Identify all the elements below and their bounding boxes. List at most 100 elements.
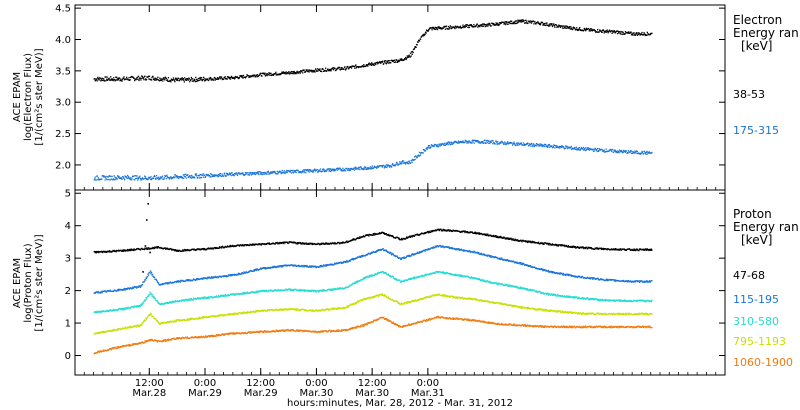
proton-point [222,295,225,297]
proton-point [207,297,209,299]
proton-point [428,230,430,232]
electron-point [350,67,353,69]
proton-point [362,236,364,238]
electron-point [203,76,205,78]
electron-point [271,171,273,173]
proton-point [358,237,361,239]
proton-point [474,232,476,235]
proton-point [128,249,130,252]
electron-point [173,176,175,178]
electron-point [516,143,518,145]
proton-point [186,298,188,301]
electron-point [612,151,615,153]
proton-point [309,265,311,267]
electron-point [240,75,242,77]
electron-point [408,160,410,162]
electron-point [529,143,532,145]
proton-point [95,252,97,254]
electron-point [489,140,491,142]
proton-point [113,310,115,312]
proton-point [309,243,311,245]
electron-point [355,64,357,66]
proton-point [508,238,510,240]
electron-point [281,71,283,73]
electron-point [207,174,209,177]
electron-point [274,171,276,173]
electron-point [238,172,240,174]
proton-point [638,280,640,282]
electron-point [494,143,496,145]
electron-point [499,22,501,24]
proton-point [535,267,538,269]
electron-point [636,152,638,155]
electron-point [549,146,551,148]
electron-point [381,166,383,168]
proton-point [122,249,124,251]
proton-point [197,278,199,280]
proton-point [352,238,354,240]
electron-point [495,23,497,26]
electron-point [505,24,507,26]
electron-point [427,145,430,147]
electron-point [236,174,239,176]
electron-point [583,148,585,150]
electron-point [181,77,183,79]
electron-point [357,168,360,170]
proton-point [498,257,500,260]
electron-point [249,173,251,175]
proton-point [529,265,532,267]
electron-point [470,141,472,143]
proton-point [198,298,200,300]
electron-point [275,74,277,76]
proton-point [443,247,446,249]
electron-point [585,30,587,32]
electron-point [357,66,360,69]
proton-point [94,292,96,294]
proton-point [554,243,557,245]
electron-point [111,78,113,80]
electron-point [466,24,468,26]
proton-point [401,257,403,259]
electron-point [419,38,422,40]
electron-point [255,74,257,76]
proton-point [588,277,590,279]
electron-point [305,71,307,73]
electron-point [639,34,642,36]
proton-point [650,248,652,250]
electron-point [425,147,428,149]
electron-ytick-label: 4.5 [55,4,71,15]
proton-point [374,233,376,235]
electron-point [365,168,368,170]
proton-point [643,249,645,251]
proton-point [334,262,336,264]
electron-point [326,170,328,172]
electron-point [178,77,180,80]
electron-point [546,22,548,24]
electron-point [383,61,385,63]
electron-point [102,175,104,177]
proton-point [146,248,149,250]
proton-point [138,304,141,307]
electron-point [635,150,638,152]
proton-point [320,266,322,268]
electron-point [371,166,373,169]
electron-point [651,151,653,154]
proton-point [473,250,475,253]
electron-point [336,169,339,171]
electron-point [120,79,122,81]
electron-point [464,141,466,143]
proton-point [204,296,206,298]
proton-point [126,250,128,252]
electron-point [627,152,629,154]
electron-point [568,26,570,28]
electron-point [126,177,128,179]
electron-point [448,143,450,145]
electron-point [583,149,585,151]
electron-point [422,152,424,154]
electron-point [113,77,115,79]
electron-point [239,173,242,175]
electron-point [238,76,241,79]
proton-point [499,236,501,239]
electron-point [582,146,584,149]
electron-point [388,62,390,64]
